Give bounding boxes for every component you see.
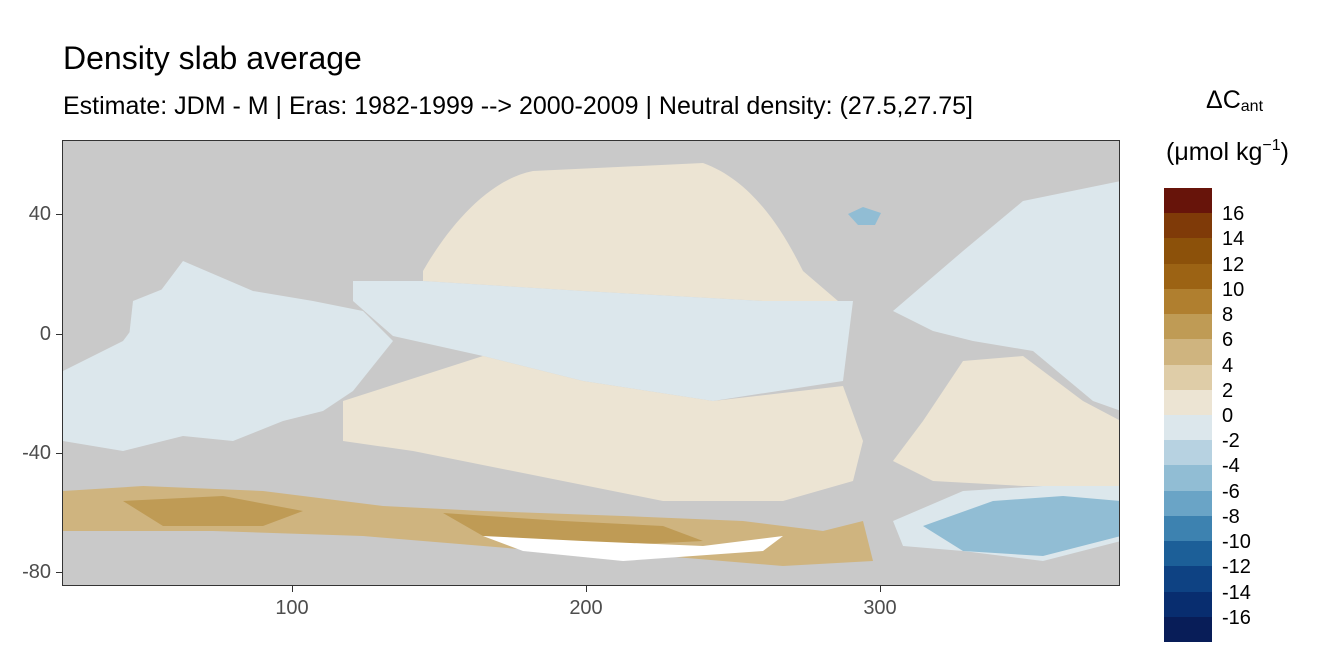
legend-swatch <box>1164 616 1212 643</box>
x-tick-label: 300 <box>863 597 897 619</box>
legend-swatch <box>1164 238 1212 265</box>
legend-label: 0 <box>1222 405 1234 427</box>
legend-swatch <box>1164 213 1212 239</box>
legend-swatch <box>1164 339 1212 366</box>
southern-ocean-positive-strong <box>123 496 303 526</box>
x-tick <box>292 586 293 592</box>
chart-subtitle: Estimate: JDM - M | Eras: 1982-1999 --> … <box>63 92 973 120</box>
y-tick <box>56 453 62 454</box>
legend-swatch <box>1164 541 1212 567</box>
legend-label: -6 <box>1222 480 1240 503</box>
legend-swatch <box>1164 415 1212 441</box>
legend-label: 14 <box>1222 228 1245 251</box>
antarctic-edge <box>483 536 783 561</box>
legend-swatch <box>1164 288 1212 315</box>
legend-swatch <box>1164 566 1212 593</box>
legend-title-main: ΔC <box>1206 86 1241 114</box>
indian-ocean-interior <box>123 281 323 401</box>
tropical-atlantic-region <box>893 181 1119 411</box>
legend-unit: (μmol kg−1) <box>1166 138 1289 165</box>
tropical-pacific-region <box>353 281 853 401</box>
legend-label: -10 <box>1222 531 1251 554</box>
legend-unit-sup: −1 <box>1262 137 1281 154</box>
legend-label: 8 <box>1222 304 1234 327</box>
x-tick <box>880 586 881 592</box>
y-tick <box>56 572 62 573</box>
legend-swatch <box>1164 515 1212 542</box>
legend-swatch <box>1164 364 1212 391</box>
y-tick <box>56 214 62 215</box>
north-pacific-region <box>423 163 838 301</box>
labrador-sea-patch <box>848 207 881 225</box>
ocean-map <box>63 141 1119 585</box>
legend-label: 4 <box>1222 354 1234 377</box>
southern-atlantic-negative-strong <box>923 496 1119 556</box>
y-tick-label: 40 <box>28 203 51 225</box>
legend-unit-prefix: (μmol kg <box>1166 138 1263 166</box>
legend-swatch <box>1164 465 1212 492</box>
x-tick-label: 200 <box>569 597 603 619</box>
legend-label: 12 <box>1222 253 1245 276</box>
legend-swatch <box>1164 490 1212 517</box>
y-tick <box>56 334 62 335</box>
x-tick <box>586 586 587 592</box>
legend-label: -14 <box>1222 581 1251 604</box>
legend-label: -12 <box>1222 556 1251 579</box>
south-pacific-region <box>343 356 863 501</box>
legend-label: 2 <box>1222 379 1234 402</box>
legend-unit-suffix: ) <box>1280 138 1289 166</box>
map-panel <box>62 140 1120 586</box>
legend-title-sub: ant <box>1240 98 1264 115</box>
legend-label: -4 <box>1222 455 1240 478</box>
legend-label: 16 <box>1222 203 1245 226</box>
legend-label: -8 <box>1222 505 1240 528</box>
legend-swatch <box>1164 263 1212 290</box>
south-atlantic-region <box>893 356 1119 486</box>
legend-title: ΔCant <box>1206 88 1263 115</box>
y-tick-label: 0 <box>39 323 51 345</box>
legend-label: 6 <box>1222 329 1234 352</box>
x-tick-label: 100 <box>275 597 309 619</box>
legend-swatch <box>1164 389 1212 416</box>
legend-swatch <box>1164 314 1212 340</box>
y-tick-label: -40 <box>22 442 51 464</box>
legend-swatch <box>1164 591 1212 618</box>
legend-swatch <box>1164 440 1212 466</box>
legend-label: 10 <box>1222 278 1245 301</box>
legend-swatch <box>1164 188 1212 214</box>
legend-label: -2 <box>1222 430 1240 453</box>
y-tick-label: -80 <box>22 561 51 583</box>
chart-title: Density slab average <box>63 40 362 76</box>
legend-colorbar <box>1164 188 1212 643</box>
legend-label: -16 <box>1222 606 1251 629</box>
